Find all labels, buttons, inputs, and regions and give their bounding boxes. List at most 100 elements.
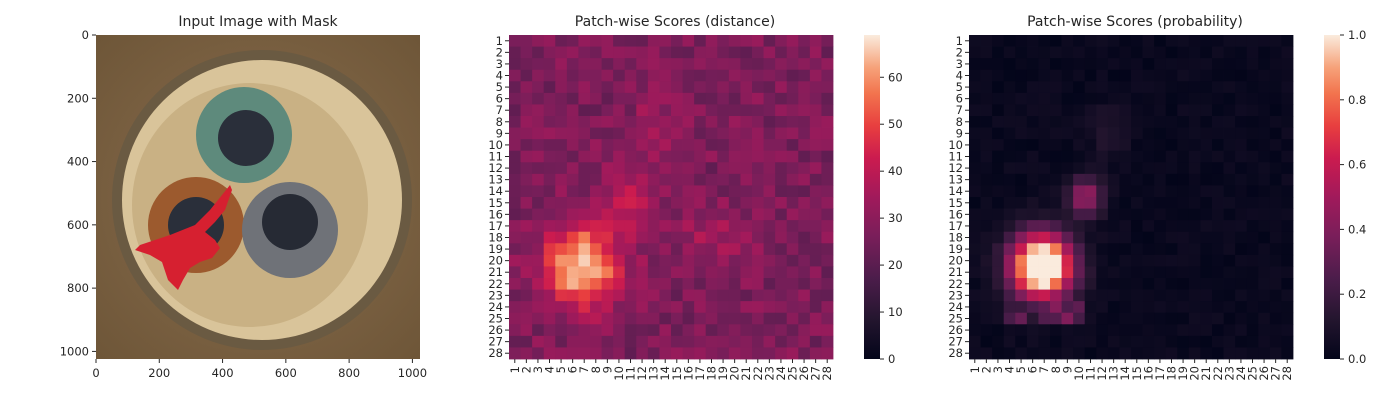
heatmap-cell [1246, 289, 1259, 302]
heatmap-cell [992, 324, 1005, 337]
heatmap-cell [1050, 335, 1062, 348]
col-tick-label: 3 [991, 366, 1005, 373]
heatmap-cell [717, 58, 730, 71]
heatmap-cell [1281, 69, 1294, 82]
heatmap-cell [1038, 335, 1051, 348]
heatmap-cell [786, 312, 799, 325]
heatmap-cell [694, 243, 707, 256]
col-tick-label: 9 [1060, 366, 1074, 373]
heatmap-cell [578, 162, 591, 175]
row-tick-label: 11 [948, 150, 963, 164]
heatmap-cell [728, 243, 741, 256]
heatmap-cell [752, 162, 764, 175]
heatmap-cell [1200, 58, 1213, 71]
heatmap-cell [1061, 289, 1074, 302]
heatmap-cell [1050, 208, 1062, 221]
heatmap-cell [694, 335, 707, 348]
heatmap-cell [705, 116, 718, 128]
heatmap-cell [1142, 197, 1155, 209]
heatmap-cell [717, 173, 730, 186]
heatmap-cell [717, 347, 730, 360]
heatmap-cell [980, 35, 993, 47]
heatmap-cell [1107, 312, 1120, 325]
heatmap-cell [1096, 69, 1109, 82]
heatmap-cell [1050, 46, 1062, 59]
heatmap-cell [578, 69, 591, 82]
heatmap-cell [821, 185, 834, 198]
heatmap-cell [1050, 231, 1062, 244]
heatmap-cell [980, 243, 993, 256]
heatmap-cell [1107, 208, 1120, 221]
heatmap-cell [1073, 347, 1086, 360]
heatmap-cell [578, 81, 591, 94]
row-tick-label: 26 [948, 323, 963, 337]
heatmap-cell [682, 197, 695, 209]
heatmap-cell [1131, 162, 1143, 175]
heatmap-cell [509, 150, 521, 163]
heatmap-cell [682, 69, 695, 82]
heatmap-cell [613, 312, 626, 325]
heatmap-cell [809, 243, 822, 256]
heatmap-cell [969, 254, 981, 267]
heatmap-cell [1177, 116, 1190, 128]
heatmap-cell [740, 266, 753, 279]
heatmap-cell [590, 116, 602, 128]
heatmap-cell [1061, 324, 1074, 337]
row-tick-label: 21 [948, 265, 963, 279]
heatmap-cell [1073, 173, 1086, 186]
heatmap-cell [763, 104, 776, 117]
heatmap-cell [763, 220, 776, 233]
heatmap-cell [1142, 220, 1155, 233]
heatmap-cell [590, 69, 602, 82]
heatmap-cell [763, 335, 776, 348]
heatmap-cell [1073, 208, 1086, 221]
heatmap-cell [532, 208, 545, 221]
heatmap-cell [1269, 324, 1282, 337]
heatmap-cell [740, 150, 753, 163]
heatmap-cell [1026, 266, 1039, 279]
heatmap-cell [590, 104, 602, 117]
heatmap-cell [809, 347, 822, 360]
heatmap-cell [1165, 197, 1178, 209]
heatmap-cell [1015, 254, 1028, 267]
heatmap-cell [578, 335, 591, 348]
heatmap-cell [520, 266, 533, 279]
heatmap-cell [694, 81, 707, 94]
heatmap-cell [1142, 81, 1155, 94]
heatmap-cell [509, 335, 521, 348]
heatmap-cell [1061, 208, 1074, 221]
heatmap-cell [659, 81, 672, 94]
heatmap-cell [809, 173, 822, 186]
heatmap-cell [566, 231, 579, 244]
heatmap-cell [1188, 243, 1201, 256]
heatmap-cell [1073, 231, 1086, 244]
heatmap-cell [647, 150, 660, 163]
heatmap-cell [1107, 35, 1120, 47]
heatmap-cell [1015, 81, 1028, 94]
heatmap-cell [1223, 220, 1236, 233]
heatmap-cell [636, 231, 649, 244]
heatmap-cell [809, 301, 822, 314]
heatmap-cell [809, 312, 822, 325]
heatmap-cell [752, 266, 764, 279]
heatmap-cell [969, 301, 981, 314]
heatmap-cell [1096, 243, 1109, 256]
heatmap-cell [1281, 278, 1294, 290]
heatmap-cell [786, 46, 799, 59]
heatmap-cell [821, 243, 834, 256]
heatmap-cell [1107, 185, 1120, 198]
heatmap-cell [1003, 185, 1016, 198]
heatmap-cell [1050, 127, 1062, 140]
heatmap-cell [532, 289, 545, 302]
heatmap-cell [763, 162, 776, 175]
heatmap-cell [1131, 58, 1143, 71]
heatmap-cell [694, 46, 707, 59]
heatmap-cell [969, 347, 981, 360]
heatmap-cell [1165, 58, 1178, 71]
heatmap-cell [509, 220, 521, 233]
heatmap-cell [763, 324, 776, 337]
row-tick-label: 7 [496, 103, 503, 117]
heatmap-cell [578, 312, 591, 325]
heatmap-cell [1050, 266, 1062, 279]
